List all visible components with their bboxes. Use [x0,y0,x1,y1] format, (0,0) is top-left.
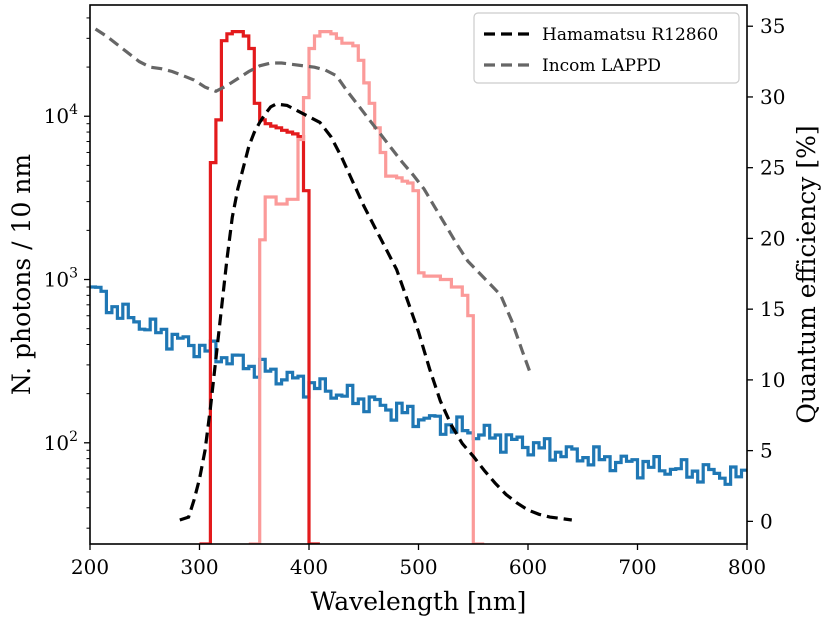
x-tick-label: 600 [509,555,547,579]
y-left-tick-label: 102 [44,429,78,455]
legend-label: Hamamatsu R12860 [542,25,718,45]
y-right-tick-label: 10 [760,368,785,392]
legend: Hamamatsu R12860 Incom LAPPD [473,12,740,84]
y-left-tick-label: 103 [44,266,78,292]
tick-base: 10 [44,268,69,292]
y-right-tick-label: 25 [760,156,785,180]
tick-exponent: 3 [69,266,78,282]
x-axis-title: Wavelength [nm] [311,587,527,616]
y-right-tick-label: 20 [760,226,785,250]
x-tick-label: 800 [728,555,766,579]
y-left-axis-title: N. photons / 10 nm [7,154,36,396]
axes: 200 300 400 500 600 700 8001021031040510152025… [7,4,821,616]
x-tick-label: 400 [290,555,328,579]
y-right-tick-label: 0 [760,509,773,533]
tick-base: 10 [44,104,69,128]
photon-histogram-3 [248,30,485,544]
x-tick-label: 500 [399,555,437,579]
plot-area [90,27,747,544]
y-left-tick-label: 104 [44,102,78,128]
tick-exponent: 2 [69,429,78,445]
y-right-tick-label: 35 [760,14,785,38]
photon-histogram-1 [90,285,747,486]
tick-base: 10 [44,431,69,455]
y-right-tick-label: 30 [760,85,785,109]
legend-label: Incom LAPPD [542,56,661,76]
qe-curve-1 [179,102,573,522]
tick-exponent: 4 [69,102,78,118]
x-tick-label: 700 [618,555,656,579]
x-tick-label: 300 [180,555,218,579]
y-right-tick-label: 15 [760,297,785,321]
x-tick-label: 200 [71,555,109,579]
legend-box [473,12,740,84]
y-right-tick-label: 5 [760,439,773,463]
y-right-axis-title: Quantum efficiency [%] [792,125,821,423]
qe-curve-2 [94,27,532,374]
